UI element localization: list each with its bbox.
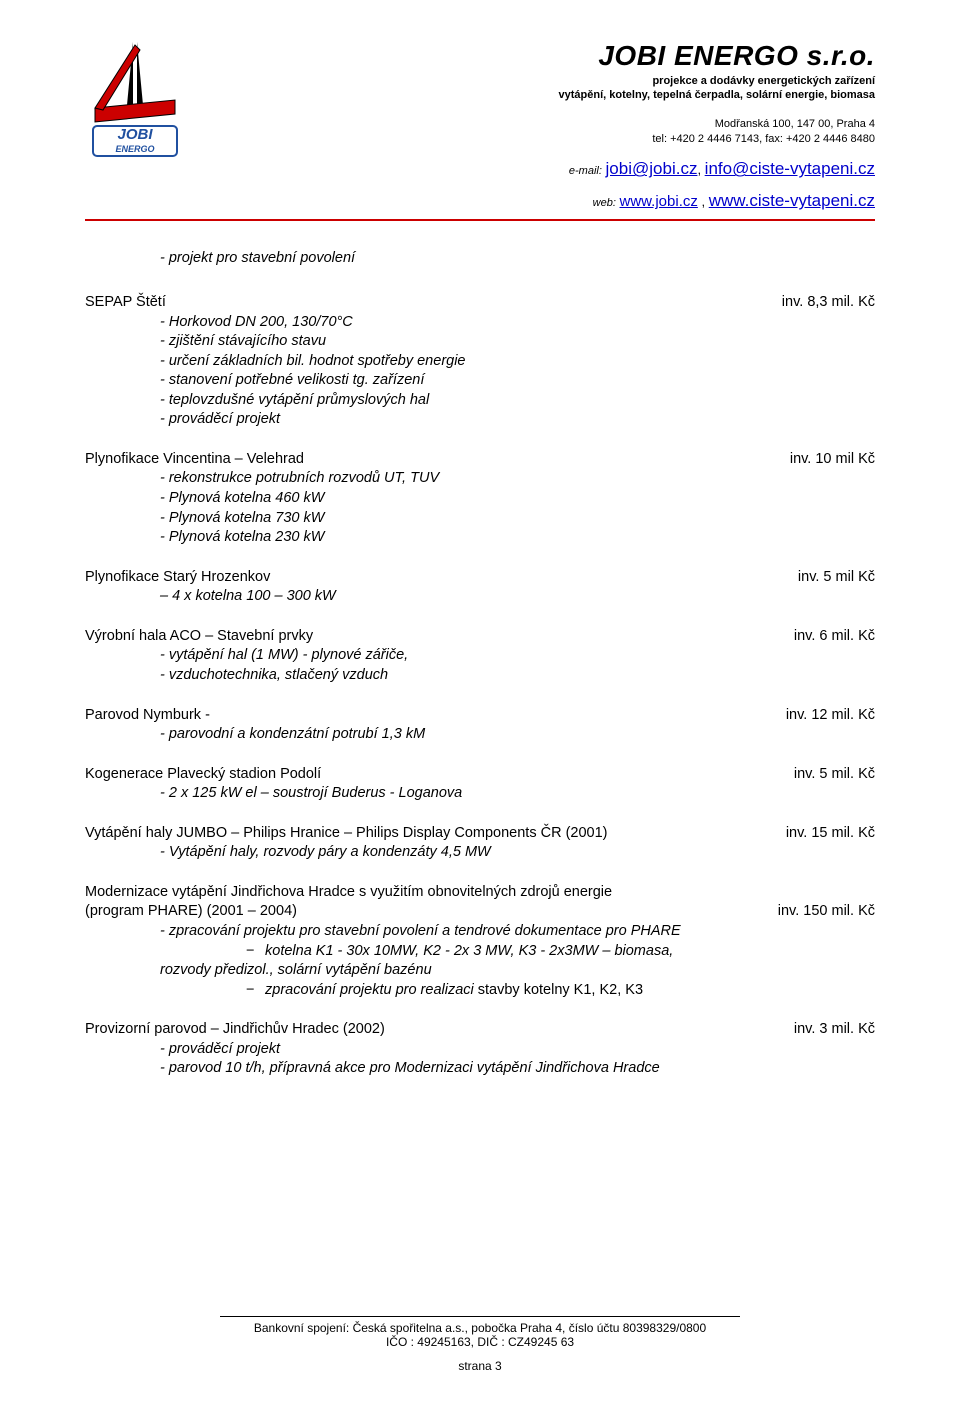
detail-line: - zpracování projektu pro stavební povol… [160, 922, 875, 942]
sub-text: zpracování projektu pro realizaci stavby… [265, 981, 875, 1001]
footer-ico: IČO : 49245163, DIČ : CZ49245 63 [0, 1335, 960, 1349]
company-info: JOBI ENERGO s.r.o. projekce a dodávky en… [195, 40, 875, 211]
tagline-1: projekce a dodávky energetických zařízen… [195, 74, 875, 88]
detail-line: - zjištění stávajícího stavu [160, 332, 875, 352]
detail-line: - Plynová kotelna 730 kW [160, 509, 875, 529]
letterhead: JOBI ENERGO JOBI ENERGO s.r.o. projekce … [85, 40, 875, 211]
project-title: Plynofikace Vincentina – Velehrad [85, 450, 304, 470]
project-3: Plynofikace Starý Hrozenkov inv. 5 mil K… [85, 568, 875, 607]
project-4: Výrobní hala ACO – Stavební prvky inv. 6… [85, 627, 875, 686]
detail-line: - Plynová kotelna 230 kW [160, 528, 875, 548]
project-cost: inv. 5 mil. Kč [774, 765, 875, 785]
detail-line: - Plynová kotelna 460 kW [160, 489, 875, 509]
project-2: Plynofikace Vincentina – Velehrad inv. 1… [85, 450, 875, 548]
detail-line: – 4 x kotelna 100 – 300 kW [160, 587, 875, 607]
project-details: - rekonstrukce potrubních rozvodů UT, TU… [160, 469, 875, 547]
web-label: web: [593, 197, 616, 209]
detail-line: - prováděcí projekt [160, 410, 875, 430]
svg-text:ENERGO: ENERGO [115, 144, 154, 154]
email-label: e-mail: [569, 165, 602, 177]
detail-line: - vzduchotechnika, stlačený vzduch [160, 666, 875, 686]
email-2: info@ciste-vytapeni.cz [705, 159, 875, 178]
web-1: www.jobi.cz [620, 193, 698, 210]
detail-line: rozvody předizol., solární vytápění bazé… [160, 961, 875, 981]
project-cost: inv. 10 mil Kč [770, 450, 875, 470]
detail-line: - Vytápění haly, rozvody páry a kondenzá… [160, 843, 875, 863]
footer-divider [220, 1316, 740, 1317]
detail-line: - parovodní a kondenzátní potrubí 1,3 kM [160, 725, 875, 745]
project-title: Parovod Nymburk - [85, 706, 210, 726]
sub-text: kotelna K1 - 30x 10MW, K2 - 2x 3 MW, K3 … [265, 942, 875, 962]
web-2: www.ciste-vytapeni.cz [709, 191, 875, 210]
dash-icon: − [235, 942, 265, 962]
detail-line: - vytápění hal (1 MW) - plynové zářiče, [160, 646, 875, 666]
project-cost: inv. 5 mil Kč [778, 568, 875, 588]
document-body: - projekt pro stavební povolení SEPAP Št… [85, 249, 875, 1079]
project-details: - Vytápění haly, rozvody páry a kondenzá… [160, 843, 875, 863]
project-title: Výrobní hala ACO – Stavební prvky [85, 627, 313, 647]
intro-line: - projekt pro stavební povolení [160, 249, 875, 269]
project-details: - parovodní a kondenzátní potrubí 1,3 kM [160, 725, 875, 745]
header-divider [85, 219, 875, 221]
project-details: - Horkovod DN 200, 130/70°C - zjištění s… [160, 313, 875, 430]
project-cost: inv. 12 mil. Kč [766, 706, 875, 726]
detail-line: - teplovzdušné vytápění průmyslových hal [160, 391, 875, 411]
detail-line: - stanovení potřebné velikosti tg. zaříz… [160, 371, 875, 391]
sub-details: − zpracování projektu pro realizaci stav… [235, 981, 875, 1001]
project-title: Kogenerace Plavecký stadion Podolí [85, 765, 321, 785]
project-details: - 2 x 125 kW el – soustrojí Buderus - Lo… [160, 784, 875, 804]
logo: JOBI ENERGO [85, 40, 195, 163]
project-details: - prováděcí projekt - parovod 10 t/h, př… [160, 1040, 875, 1079]
email-1: jobi@jobi.cz [606, 159, 698, 178]
sub-line: − kotelna K1 - 30x 10MW, K2 - 2x 3 MW, K… [235, 942, 875, 962]
svg-text:JOBI: JOBI [117, 126, 153, 143]
project-cost: inv. 3 mil. Kč [774, 1020, 875, 1040]
address-line-1: Modřanská 100, 147 00, Praha 4 [195, 117, 875, 132]
project-details: - vytápění hal (1 MW) - plynové zářiče, … [160, 646, 875, 685]
project-title: Plynofikace Starý Hrozenkov [85, 568, 270, 588]
project-title: SEPAP Štětí [85, 293, 166, 313]
project-cost: inv. 8,3 mil. Kč [762, 293, 875, 313]
footer-bank: Bankovní spojení: Česká spořitelna a.s.,… [0, 1321, 960, 1335]
project-title-line-1: Modernizace vytápění Jindřichova Hradce … [85, 883, 875, 903]
detail-line: - určení základních bil. hodnot spotřeby… [160, 352, 875, 372]
project-cost: inv. 6 mil. Kč [774, 627, 875, 647]
sub-details: − kotelna K1 - 30x 10MW, K2 - 2x 3 MW, K… [235, 942, 875, 962]
project-title: Provizorní parovod – Jindřichův Hradec (… [85, 1020, 385, 1040]
jobi-logo-icon: JOBI ENERGO [85, 40, 185, 160]
detail-line: - rekonstrukce potrubních rozvodů UT, TU… [160, 469, 875, 489]
project-title: Vytápění haly JUMBO – Philips Hranice – … [85, 824, 608, 844]
project-7: Vytápění haly JUMBO – Philips Hranice – … [85, 824, 875, 863]
tagline-2: vytápění, kotelny, tepelná čerpadla, sol… [195, 88, 875, 102]
project-title-line-2: (program PHARE) (2001 – 2004) [85, 902, 297, 922]
web-line: web: www.jobi.cz , www.ciste-vytapeni.cz [195, 191, 875, 211]
project-8: Modernizace vytápění Jindřichova Hradce … [85, 883, 875, 1000]
project-1: SEPAP Štětí inv. 8,3 mil. Kč - Horkovod … [85, 293, 875, 430]
dash-icon: − [235, 981, 265, 1001]
address-block: Modřanská 100, 147 00, Praha 4 tel: +420… [195, 117, 875, 148]
page-footer: Bankovní spojení: Česká spořitelna a.s.,… [0, 1316, 960, 1373]
page-number: strana 3 [0, 1359, 960, 1373]
project-cost: inv. 150 mil. Kč [758, 902, 875, 922]
project-details: – 4 x kotelna 100 – 300 kW [160, 587, 875, 607]
detail-line: - prováděcí projekt [160, 1040, 875, 1060]
detail-line: - parovod 10 t/h, přípravná akce pro Mod… [160, 1059, 875, 1079]
project-cost: inv. 15 mil. Kč [766, 824, 875, 844]
project-6: Kogenerace Plavecký stadion Podolí inv. … [85, 765, 875, 804]
project-5: Parovod Nymburk - inv. 12 mil. Kč - paro… [85, 706, 875, 745]
address-line-2: tel: +420 2 4446 7143, fax: +420 2 4446 … [195, 132, 875, 147]
project-9: Provizorní parovod – Jindřichův Hradec (… [85, 1020, 875, 1079]
detail-line: - Horkovod DN 200, 130/70°C [160, 313, 875, 333]
detail-line: - 2 x 125 kW el – soustrojí Buderus - Lo… [160, 784, 875, 804]
document-page: JOBI ENERGO JOBI ENERGO s.r.o. projekce … [0, 0, 960, 1403]
email-line: e-mail: jobi@jobi.cz, info@ciste-vytapen… [195, 159, 875, 179]
company-name: JOBI ENERGO s.r.o. [195, 40, 875, 72]
project-details: - zpracování projektu pro stavební povol… [160, 922, 875, 942]
sub-line: − zpracování projektu pro realizaci stav… [235, 981, 875, 1001]
